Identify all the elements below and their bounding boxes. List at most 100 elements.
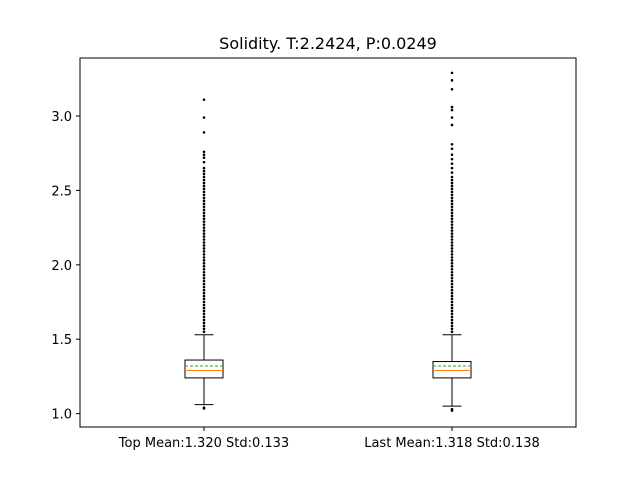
outlier-point [202, 291, 206, 295]
outlier-point [450, 123, 454, 127]
outlier-point [450, 162, 454, 165]
outlier-point [202, 270, 206, 274]
outlier-point [202, 244, 206, 247]
outlier-point [450, 276, 454, 280]
plot-area [184, 71, 472, 412]
outlier-point [450, 205, 454, 209]
outlier-point [450, 327, 454, 331]
outlier-point [202, 285, 206, 289]
outlier-point [202, 259, 206, 262]
outlier-point [202, 267, 206, 271]
outlier-point [450, 279, 454, 283]
outlier-point [202, 223, 206, 226]
iqr-box [432, 361, 472, 379]
outlier-point [450, 250, 454, 253]
outlier-point [450, 265, 454, 268]
outlier-point [202, 229, 206, 232]
outlier-point [450, 199, 454, 203]
outlier-point [450, 241, 454, 244]
outlier-point [202, 184, 206, 188]
outlier-point [450, 306, 454, 310]
outlier-point [202, 199, 206, 203]
outlier-point [202, 303, 206, 307]
outlier-point [202, 300, 206, 304]
outlier-point [450, 87, 454, 91]
outlier-point [450, 409, 454, 412]
outlier-point [450, 208, 454, 212]
outlier-point [202, 330, 206, 334]
outlier-point [202, 309, 206, 313]
outlier-point [202, 169, 206, 173]
outlier-point [202, 131, 206, 134]
box-series-1 [184, 98, 224, 410]
outlier-point [202, 166, 206, 170]
outlier-point [450, 220, 454, 223]
outlier-point [450, 171, 454, 174]
box-series-2 [432, 71, 472, 412]
outlier-point [202, 220, 206, 223]
outlier-point [450, 235, 454, 238]
y-tick-label: 2.5 [51, 184, 72, 199]
outlier-point [202, 217, 206, 220]
outlier-point [202, 211, 206, 215]
outlier-point [202, 98, 206, 101]
y-tick-label: 2.0 [51, 259, 72, 274]
chart-title: Solidity. T:2.2424, P:0.0249 [219, 34, 437, 53]
outlier-point [450, 318, 454, 322]
x-tick-label: Top Mean:1.320 Std:0.133 [118, 436, 289, 451]
outlier-point [450, 223, 454, 226]
outlier-point [202, 150, 206, 154]
outlier-point [202, 279, 206, 283]
outlier-point [202, 324, 206, 328]
outlier-point [202, 265, 206, 268]
outlier-point [450, 285, 454, 289]
outlier-point [450, 147, 454, 151]
outlier-point [450, 282, 454, 286]
outlier-point [450, 226, 454, 229]
outlier-point [450, 288, 454, 292]
outlier-point [202, 235, 206, 238]
outlier-point [202, 172, 206, 176]
outlier-point [450, 175, 454, 179]
outlier-point [450, 232, 454, 235]
outlier-point [202, 318, 206, 322]
outlier-point [202, 247, 206, 250]
outlier-point [202, 196, 206, 200]
outlier-point [450, 116, 454, 119]
outlier-point [450, 321, 454, 325]
outlier-point [202, 193, 206, 197]
outlier-point [202, 156, 206, 159]
outlier-point [202, 226, 206, 229]
iqr-box [184, 359, 224, 379]
outlier-point [202, 253, 206, 256]
outlier-point [202, 202, 206, 206]
outlier-point [450, 71, 454, 75]
outlier-point [202, 321, 206, 325]
outlier-point [202, 178, 206, 182]
outlier-point [450, 315, 454, 319]
outlier-point [450, 142, 454, 146]
outlier-point [450, 291, 454, 295]
outlier-point [202, 306, 206, 310]
outlier-point [450, 330, 454, 334]
outlier-point [202, 273, 206, 277]
outlier-point [202, 288, 206, 292]
outlier-point [202, 327, 206, 331]
outlier-point [202, 175, 206, 179]
outlier-point [450, 229, 454, 232]
outlier-point [450, 211, 454, 215]
outlier-point [450, 202, 454, 206]
outlier-point [450, 324, 454, 328]
outlier-point [450, 267, 454, 271]
outlier-point [202, 205, 206, 209]
outlier-point [202, 187, 206, 191]
outlier-point [450, 294, 454, 298]
outlier-point [202, 116, 206, 119]
outlier-point [202, 276, 206, 280]
outlier-point [202, 160, 206, 164]
outlier-point [450, 187, 454, 191]
outlier-point [450, 196, 454, 200]
outlier-point [202, 232, 206, 235]
outlier-point [450, 244, 454, 247]
outlier-point [450, 105, 454, 109]
